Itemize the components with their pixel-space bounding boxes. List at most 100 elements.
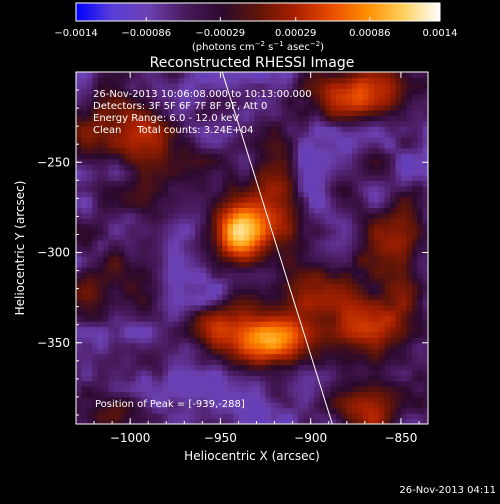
heatmap-cell bbox=[205, 239, 212, 246]
heatmap-cell bbox=[390, 88, 397, 95]
heatmap-cell bbox=[216, 402, 223, 409]
heatmap-cell bbox=[168, 413, 175, 420]
heatmap-cell bbox=[130, 353, 137, 360]
heatmap-cell bbox=[319, 212, 326, 219]
heatmap-cell bbox=[205, 413, 212, 420]
heatmap-cell bbox=[270, 153, 277, 160]
heatmap-cell bbox=[168, 288, 175, 295]
heatmap-cell bbox=[395, 261, 402, 268]
heatmap-cell bbox=[303, 201, 310, 208]
heatmap-cell bbox=[411, 234, 418, 241]
heatmap-cell bbox=[260, 250, 267, 257]
heatmap-cell bbox=[363, 147, 370, 154]
heatmap-cell bbox=[270, 277, 277, 284]
heatmap-cell bbox=[319, 348, 326, 355]
heatmap-cell bbox=[276, 413, 283, 420]
heatmap-cell bbox=[298, 88, 305, 95]
heatmap-cell bbox=[113, 218, 120, 225]
heatmap-cell bbox=[308, 234, 315, 241]
heatmap-cell bbox=[406, 72, 413, 79]
heatmap-cell bbox=[92, 164, 99, 171]
heatmap-cell bbox=[140, 191, 147, 198]
heatmap-cell bbox=[357, 272, 364, 279]
heatmap-cell bbox=[330, 147, 337, 154]
heatmap-cell bbox=[325, 364, 332, 371]
heatmap-cell bbox=[168, 342, 175, 349]
heatmap-cell bbox=[411, 391, 418, 398]
heatmap-cell bbox=[384, 245, 391, 252]
heatmap-cell bbox=[124, 169, 131, 176]
heatmap-cell bbox=[363, 250, 370, 257]
heatmap-cell bbox=[189, 353, 196, 360]
heatmap-cell bbox=[260, 115, 267, 122]
heatmap-cell bbox=[216, 99, 223, 106]
heatmap-cell bbox=[373, 391, 380, 398]
heatmap-cell bbox=[270, 261, 277, 268]
heatmap-cell bbox=[400, 294, 407, 301]
heatmap-cell bbox=[373, 245, 380, 252]
heatmap-cell bbox=[97, 396, 104, 403]
heatmap-cell bbox=[417, 326, 424, 333]
heatmap-cell bbox=[76, 256, 83, 263]
heatmap-cell bbox=[319, 191, 326, 198]
heatmap-cell bbox=[162, 321, 169, 328]
heatmap-cell bbox=[335, 277, 342, 284]
heatmap-cell bbox=[281, 88, 288, 95]
heatmap-cell bbox=[216, 391, 223, 398]
heatmap-cell bbox=[205, 391, 212, 398]
heatmap-cell bbox=[411, 99, 418, 106]
heatmap-cell bbox=[314, 250, 321, 257]
heatmap-cell bbox=[292, 331, 299, 338]
heatmap-cell bbox=[303, 386, 310, 393]
heatmap-cell bbox=[379, 77, 386, 84]
heatmap-cell bbox=[146, 261, 153, 268]
heatmap-cell bbox=[216, 250, 223, 257]
heatmap-cell bbox=[119, 364, 126, 371]
heatmap-cell bbox=[205, 218, 212, 225]
heatmap-cell bbox=[146, 342, 153, 349]
heatmap-cell bbox=[352, 153, 359, 160]
heatmap-cell bbox=[130, 185, 137, 192]
heatmap-cell bbox=[314, 396, 321, 403]
heatmap-cell bbox=[341, 99, 348, 106]
heatmap-cell bbox=[281, 310, 288, 317]
heatmap-cell bbox=[303, 315, 310, 322]
heatmap-cell bbox=[417, 196, 424, 203]
heatmap-cell bbox=[417, 250, 424, 257]
heatmap-cell bbox=[303, 99, 310, 106]
heatmap-cell bbox=[260, 142, 267, 149]
heatmap-cell bbox=[292, 261, 299, 268]
heatmap-cell bbox=[406, 245, 413, 252]
heatmap-cell bbox=[184, 229, 191, 236]
heatmap-cell bbox=[205, 201, 212, 208]
heatmap-cell bbox=[162, 120, 169, 127]
heatmap-cell bbox=[265, 223, 272, 230]
heatmap-cell bbox=[124, 239, 131, 246]
heatmap-cell bbox=[130, 77, 137, 84]
heatmap-cell bbox=[395, 115, 402, 122]
heatmap-cell bbox=[76, 185, 83, 192]
heatmap-cell bbox=[330, 250, 337, 257]
heatmap-cell bbox=[81, 196, 88, 203]
heatmap-cell bbox=[146, 353, 153, 360]
heatmap-cell bbox=[303, 331, 310, 338]
heatmap-cell bbox=[238, 153, 245, 160]
heatmap-cell bbox=[205, 229, 212, 236]
heatmap-cell bbox=[81, 407, 88, 414]
heatmap-cell bbox=[395, 77, 402, 84]
annotation-detectors: Detectors: 3F 5F 6F 7F 8F 9F, Att 0 bbox=[93, 101, 267, 112]
heatmap-cell bbox=[260, 180, 267, 187]
heatmap-cell bbox=[238, 164, 245, 171]
heatmap-cell bbox=[81, 136, 88, 143]
heatmap-cell bbox=[103, 223, 110, 230]
heatmap-cell bbox=[270, 321, 277, 328]
heatmap-cell bbox=[205, 304, 212, 311]
heatmap-cell bbox=[168, 142, 175, 149]
heatmap-cell bbox=[384, 191, 391, 198]
heatmap-cell bbox=[222, 391, 229, 398]
heatmap-cell bbox=[314, 229, 321, 236]
heatmap-cell bbox=[162, 266, 169, 273]
heatmap-cell bbox=[162, 93, 169, 100]
heatmap-cell bbox=[157, 342, 164, 349]
heatmap-cell bbox=[330, 218, 337, 225]
